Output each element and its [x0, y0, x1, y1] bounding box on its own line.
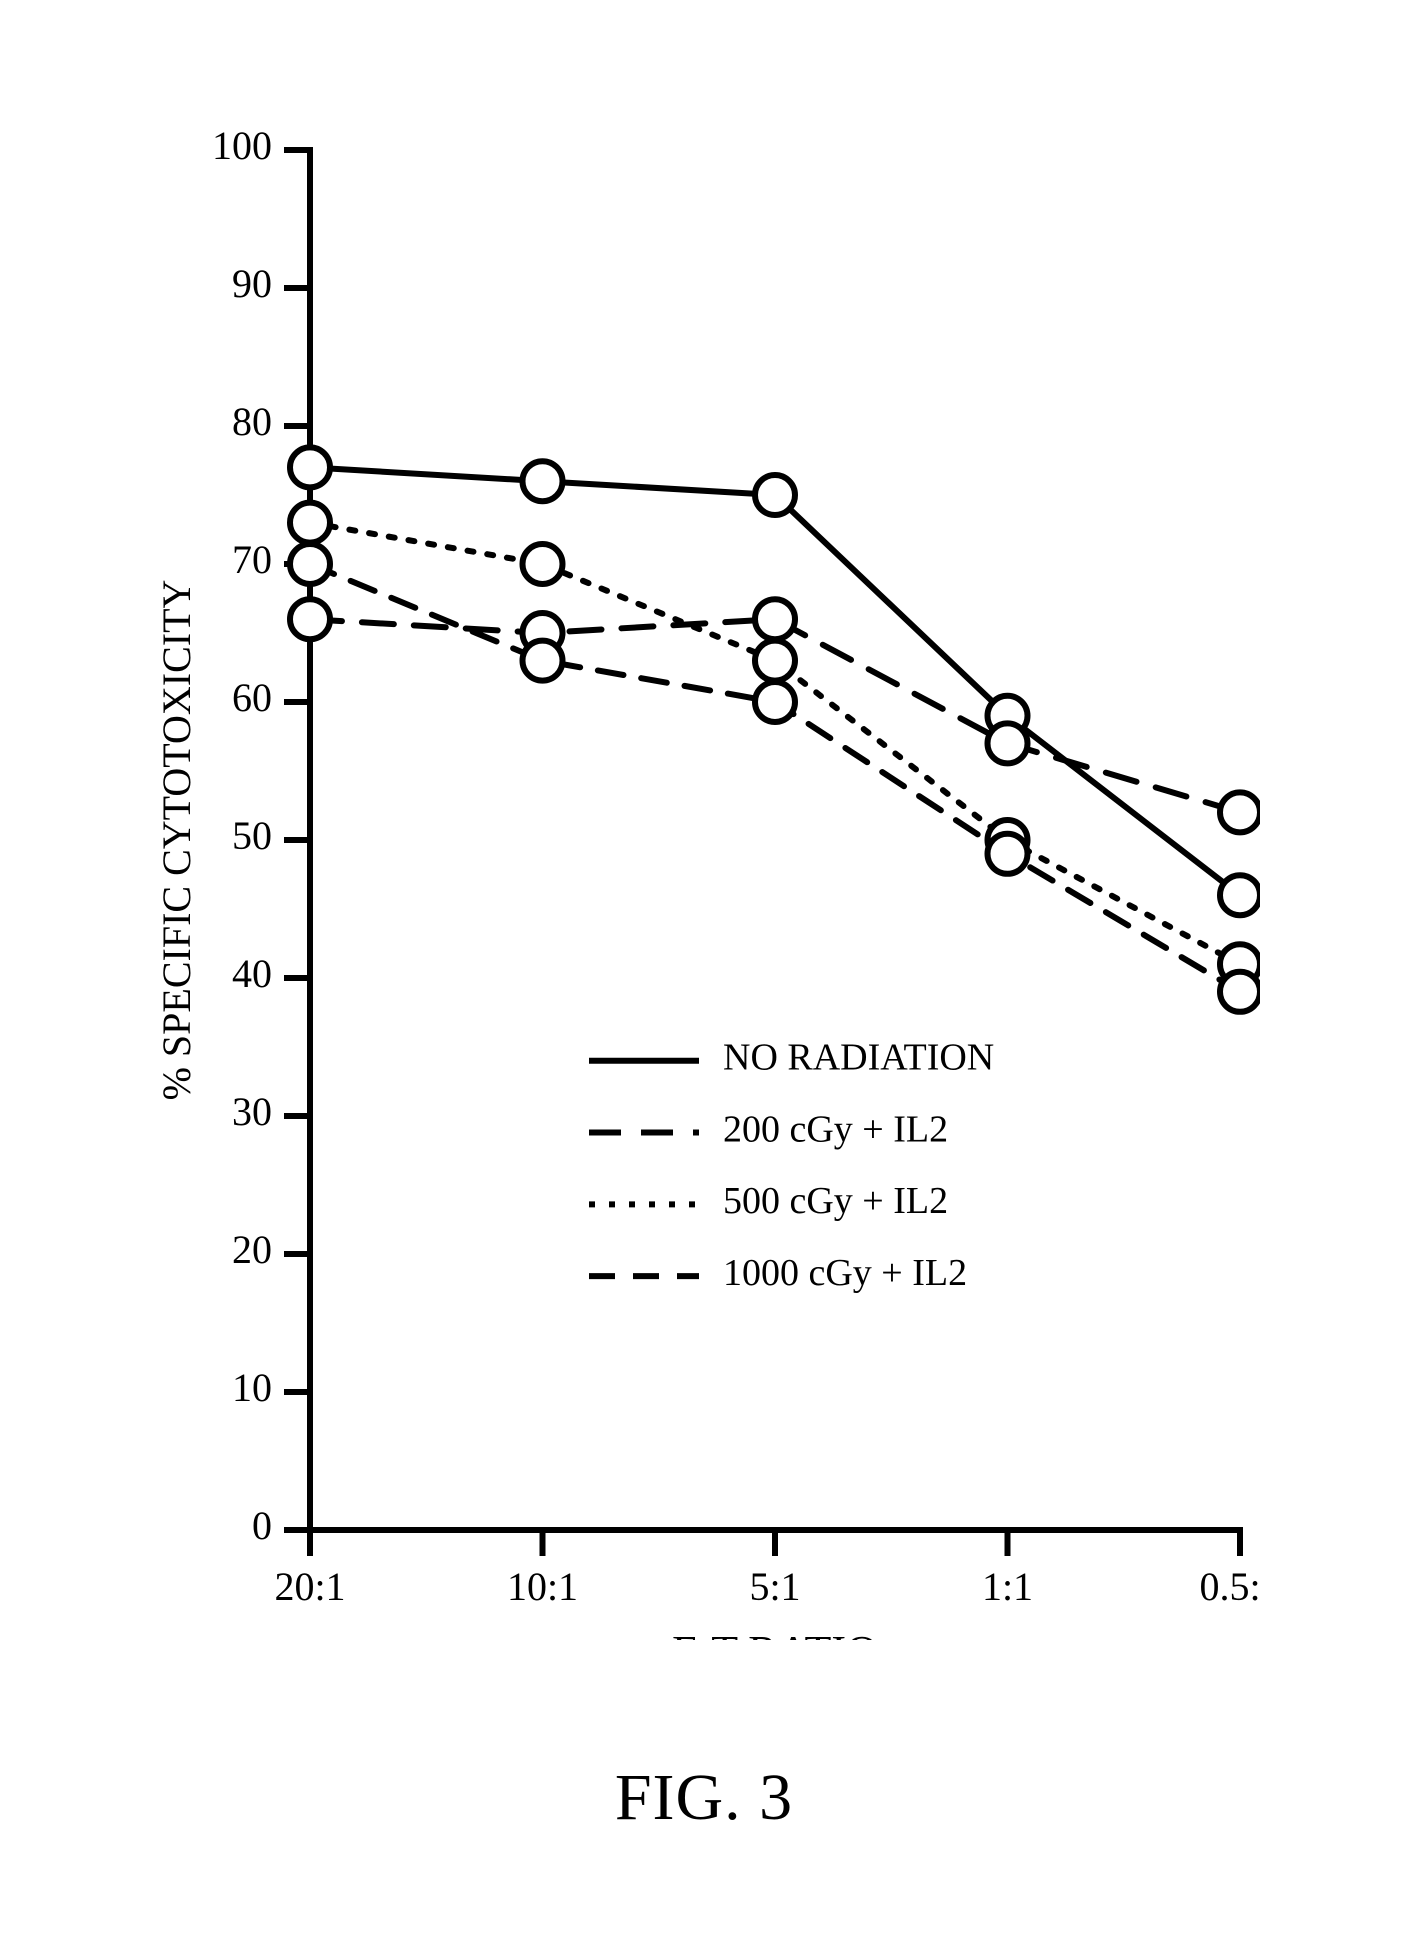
y-tick-label: 10	[232, 1365, 272, 1410]
legend-label: 500 cGy + IL2	[723, 1180, 948, 1222]
data-marker	[523, 461, 563, 501]
y-tick-label: 50	[232, 813, 272, 858]
legend-label: 1000 cGy + IL2	[723, 1252, 967, 1294]
data-marker	[290, 599, 330, 639]
data-marker	[755, 682, 795, 722]
series-line	[310, 523, 1240, 965]
x-axis-label: E:T RATIO	[672, 1627, 878, 1640]
data-marker	[1220, 875, 1260, 915]
data-marker	[290, 447, 330, 487]
chart-container: 0 10 20 30 40 50 60 70 80 90 100 20:1 10:1 5:1 1:1 0.5:…	[140, 120, 1260, 1640]
data-marker	[1220, 972, 1260, 1012]
figure-caption: FIG. 3	[0, 1760, 1408, 1836]
y-tick-label: 30	[232, 1089, 272, 1134]
data-marker	[523, 544, 563, 584]
data-marker	[988, 834, 1028, 874]
legend-label: 200 cGy + IL2	[723, 1108, 948, 1150]
y-tick-label: 90	[232, 261, 272, 306]
series-lines	[310, 467, 1240, 991]
legend-label: NO RADIATION	[723, 1037, 994, 1079]
x-tick-label: 1:1	[982, 1564, 1033, 1609]
data-marker	[523, 641, 563, 681]
data-marker	[290, 544, 330, 584]
y-axis-label: % SPECIFIC CYTOTOXICITY	[154, 580, 199, 1101]
y-tick-label: 20	[232, 1227, 272, 1272]
data-marker	[988, 723, 1028, 763]
data-marker	[755, 641, 795, 681]
cytotoxicity-line-chart: 0 10 20 30 40 50 60 70 80 90 100 20:1 10:1 5:1 1:1 0.5:…	[140, 120, 1260, 1640]
y-tick-label: 60	[232, 675, 272, 720]
series-markers	[290, 447, 1260, 1011]
x-tick-label: 5:1	[749, 1564, 800, 1609]
x-tick-label: 20:1	[274, 1564, 345, 1609]
x-tick-label: 0.5:1	[1199, 1564, 1260, 1609]
data-marker	[755, 599, 795, 639]
y-tick-label: 40	[232, 951, 272, 996]
data-marker	[755, 475, 795, 515]
y-tick-label: 80	[232, 399, 272, 444]
y-tick-label: 70	[232, 537, 272, 582]
data-marker	[290, 503, 330, 543]
data-marker	[1220, 792, 1260, 832]
y-tick-label: 100	[212, 123, 272, 168]
y-tick-label: 0	[252, 1503, 272, 1548]
x-tick-label: 10:1	[507, 1564, 578, 1609]
